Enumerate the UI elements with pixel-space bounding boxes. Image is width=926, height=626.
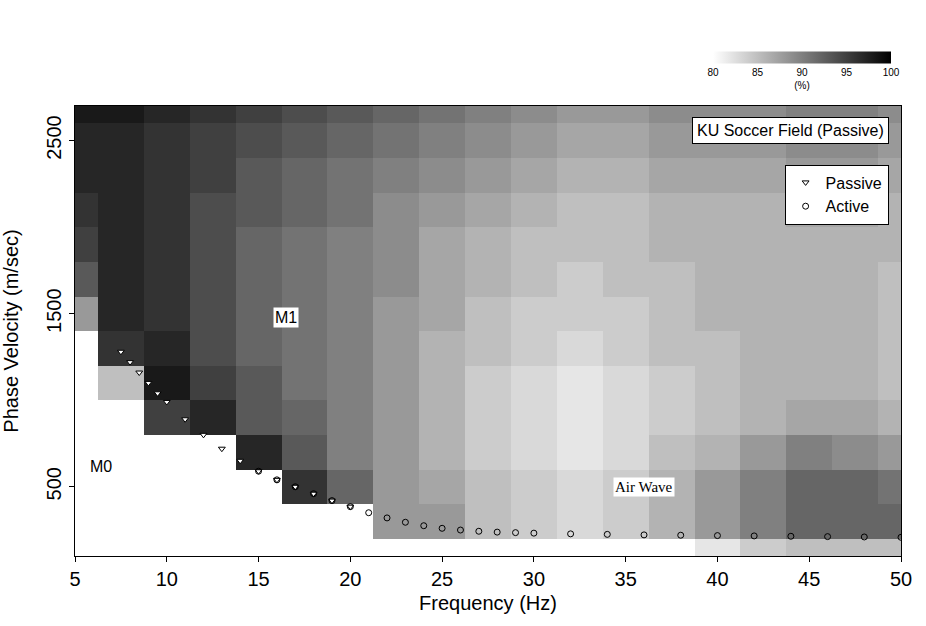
svg-text:Active: Active bbox=[826, 198, 870, 215]
svg-text:500: 500 bbox=[43, 467, 65, 500]
svg-text:50: 50 bbox=[890, 568, 912, 590]
svg-text:45: 45 bbox=[798, 568, 820, 590]
svg-text:40: 40 bbox=[706, 568, 728, 590]
svg-text:25: 25 bbox=[431, 568, 453, 590]
svg-text:30: 30 bbox=[523, 568, 545, 590]
svg-text:95: 95 bbox=[841, 67, 853, 78]
svg-text:90: 90 bbox=[796, 67, 808, 78]
svg-text:KU Soccer Field (Passive): KU Soccer Field (Passive) bbox=[697, 122, 884, 139]
svg-text:20: 20 bbox=[339, 568, 361, 590]
svg-text:Phase Velocity (m/sec): Phase Velocity (m/sec) bbox=[0, 229, 22, 432]
svg-text:5: 5 bbox=[69, 568, 80, 590]
svg-text:1500: 1500 bbox=[43, 288, 65, 333]
svg-text:80: 80 bbox=[707, 67, 719, 78]
svg-text:100: 100 bbox=[883, 67, 900, 78]
svg-text:10: 10 bbox=[156, 568, 178, 590]
svg-text:2500: 2500 bbox=[43, 115, 65, 160]
svg-text:15: 15 bbox=[247, 568, 269, 590]
svg-text:85: 85 bbox=[752, 67, 764, 78]
svg-text:35: 35 bbox=[615, 568, 637, 590]
svg-text:M0: M0 bbox=[90, 458, 112, 475]
svg-text:Frequency (Hz): Frequency (Hz) bbox=[419, 592, 557, 614]
svg-text:Passive: Passive bbox=[826, 175, 882, 192]
svg-text:Air Wave: Air Wave bbox=[615, 479, 673, 495]
svg-text:M1: M1 bbox=[275, 309, 297, 326]
svg-text:(%): (%) bbox=[794, 80, 810, 91]
